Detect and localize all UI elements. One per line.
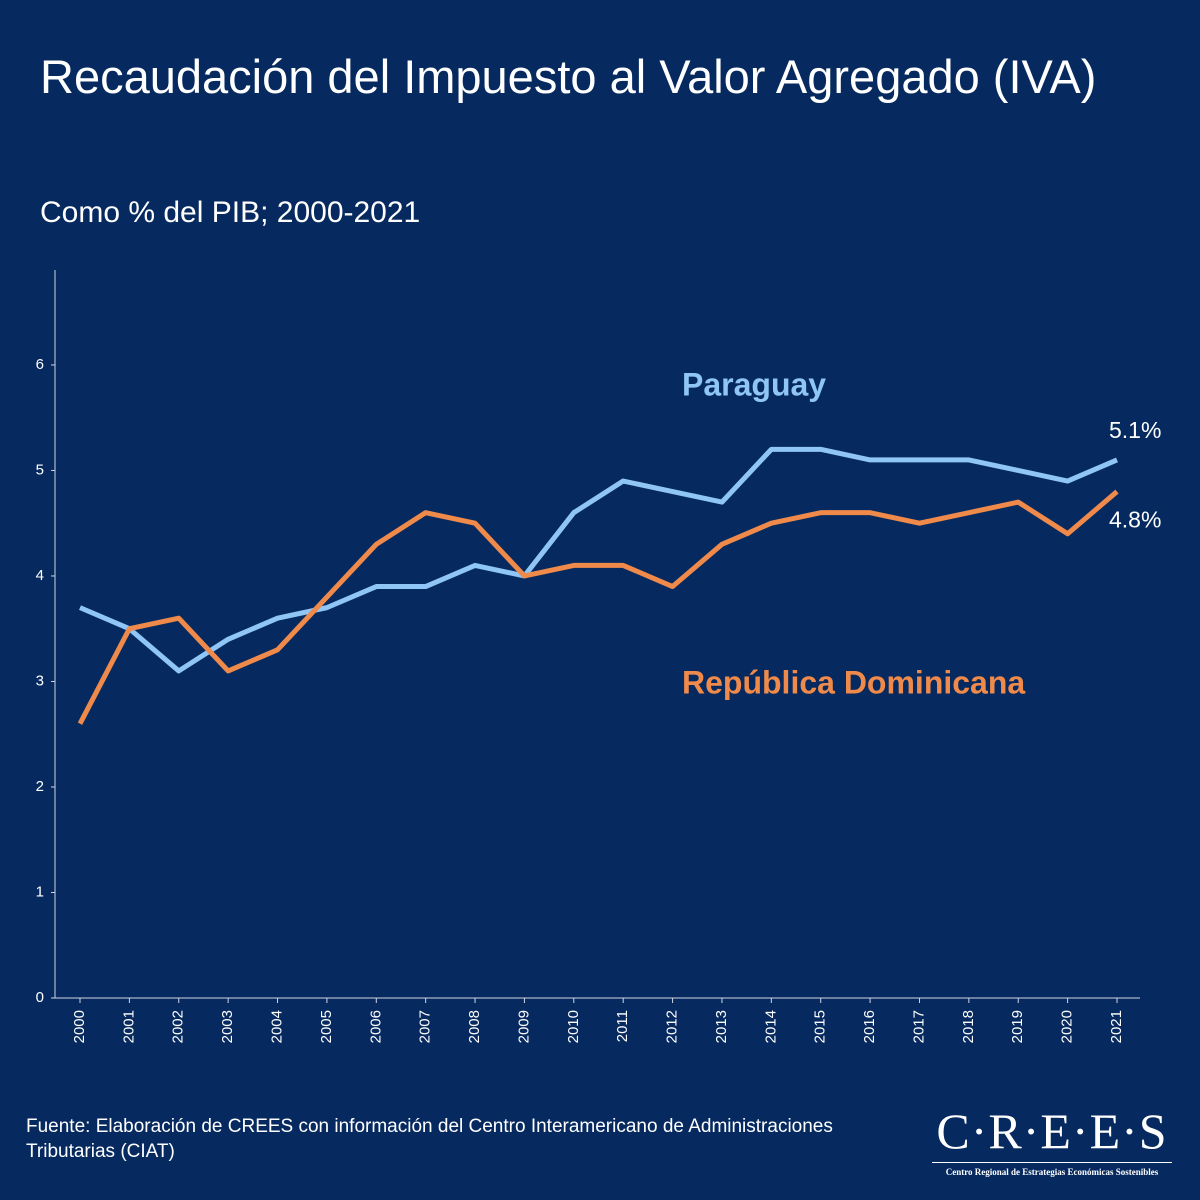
legend-label: República Dominicana bbox=[682, 664, 1025, 700]
x-tick-label: 2019 bbox=[1009, 1010, 1026, 1043]
x-tick-label: 2015 bbox=[812, 1010, 829, 1043]
x-tick-label: 2006 bbox=[367, 1010, 384, 1043]
y-tick-label: 1 bbox=[36, 883, 44, 900]
x-tick-label: 2012 bbox=[664, 1010, 681, 1043]
x-tick-label: 2008 bbox=[466, 1010, 483, 1043]
logo-name: C·R·E·E·S bbox=[936, 1103, 1168, 1159]
chart-title: Recaudación del Impuesto al Valor Agrega… bbox=[40, 50, 1097, 103]
series-line bbox=[77, 489, 1119, 725]
logo-tagline: Centro Regional de Estrategias Económica… bbox=[932, 1162, 1172, 1177]
x-tick-label: 2017 bbox=[910, 1010, 927, 1043]
y-tick-label: 3 bbox=[36, 672, 44, 689]
x-tick-label: 2020 bbox=[1059, 1010, 1076, 1043]
chart: 0 1 2 3 4 5 6 2000 2001 2002 2003 2004 2005 2006 2007 2… bbox=[36, 270, 1161, 1043]
x-tick-label: 2013 bbox=[713, 1010, 730, 1043]
legend-label: Paraguay bbox=[682, 366, 826, 402]
series-line bbox=[79, 446, 1118, 674]
y-tick-label: 0 bbox=[36, 989, 44, 1006]
x-tick-label: 2000 bbox=[71, 1010, 88, 1043]
x-tick-label: 2014 bbox=[762, 1010, 779, 1043]
x-tick-label: 2011 bbox=[614, 1010, 631, 1042]
x-tick-label: 2002 bbox=[170, 1010, 187, 1043]
x-tick-label: 2003 bbox=[219, 1010, 236, 1043]
x-tick-label: 2007 bbox=[417, 1010, 434, 1043]
x-tick-label: 2001 bbox=[120, 1010, 137, 1043]
x-tick-label: 2018 bbox=[960, 1010, 977, 1043]
x-tick-label: 2009 bbox=[515, 1010, 532, 1043]
source-note: Fuente: Elaboración de CREES con informa… bbox=[26, 1116, 833, 1162]
y-tick-label: 4 bbox=[36, 567, 44, 584]
y-tick-label: 2 bbox=[36, 778, 44, 795]
value-label: 5.1% bbox=[1109, 417, 1161, 443]
logo: C·R·E·E·S Centro Regional de Estrategias… bbox=[932, 1106, 1172, 1177]
y-tick-label: 6 bbox=[36, 356, 44, 373]
value-label: 4.8% bbox=[1109, 507, 1161, 533]
chart-subtitle: Como % del PIB; 2000-2021 bbox=[40, 196, 421, 229]
x-tick-label: 2005 bbox=[318, 1010, 335, 1043]
y-tick-label: 5 bbox=[36, 461, 44, 478]
x-tick-label: 2021 bbox=[1108, 1010, 1125, 1043]
x-tick-label: 2004 bbox=[268, 1010, 285, 1043]
x-tick-label: 2016 bbox=[861, 1010, 878, 1043]
x-tick-label: 2010 bbox=[565, 1010, 582, 1043]
